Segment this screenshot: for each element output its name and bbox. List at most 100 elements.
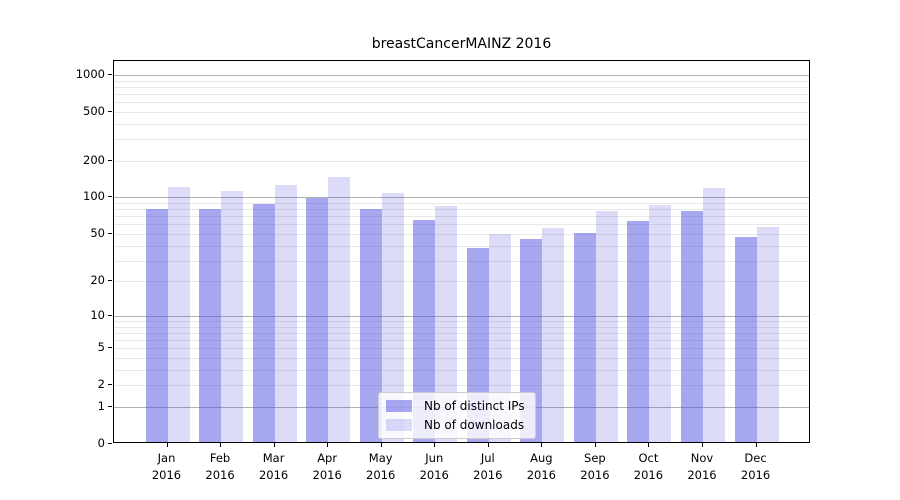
minor-gridline <box>114 321 809 322</box>
legend-swatch-distinct-ips <box>386 400 412 412</box>
minor-gridline <box>114 139 809 141</box>
x-tick <box>220 443 222 447</box>
y-tick <box>108 280 112 282</box>
major-gridline <box>114 197 809 199</box>
y-tick <box>108 384 112 386</box>
chart-title: breastCancerMAINZ 2016 <box>371 36 552 52</box>
bar-downloads <box>756 226 779 442</box>
y-tick-label: 10 <box>90 307 105 322</box>
bar-downloads <box>649 204 672 442</box>
minor-gridline <box>114 93 809 95</box>
bar-downloads <box>488 234 511 442</box>
minor-gridline <box>114 326 809 328</box>
minor-gridline <box>114 260 809 262</box>
bar-distinct-ips <box>681 211 703 442</box>
bar-downloads <box>595 211 618 442</box>
minor-gridline <box>114 209 809 211</box>
y-tick-label: 1 <box>97 398 105 413</box>
minor-gridline <box>114 385 809 387</box>
minor-gridline <box>114 86 809 88</box>
bar-distinct-ips <box>199 209 222 442</box>
x-tick <box>273 443 275 447</box>
y-tick <box>108 443 112 444</box>
y-tick-label: 200 <box>83 152 105 167</box>
legend-label-distinct-ips: Nb of distinct IPs <box>424 399 525 413</box>
x-tick <box>487 443 489 447</box>
minor-gridline <box>114 224 809 226</box>
x-tick-label: Dec 2016 <box>740 451 771 482</box>
minor-gridline <box>114 281 809 283</box>
y-tick-label: 50 <box>90 225 105 240</box>
bar-distinct-ips <box>413 219 436 442</box>
minor-gridline <box>114 111 809 113</box>
x-tick-label: Apr 2016 <box>312 451 342 482</box>
major-gridline <box>114 74 809 76</box>
bar-downloads <box>435 205 458 442</box>
minor-gridline <box>114 216 809 218</box>
x-tick-label: Jan 2016 <box>151 451 182 482</box>
bar-downloads <box>381 192 404 442</box>
y-tick <box>108 159 112 161</box>
x-tick <box>434 443 436 447</box>
major-gridline <box>114 315 809 317</box>
y-tick-label: 2 <box>97 377 105 392</box>
bar-downloads <box>542 227 565 442</box>
x-tick-label: Jun 2016 <box>419 451 449 482</box>
minor-gridline <box>114 369 809 371</box>
minor-gridline <box>114 358 809 360</box>
bar-downloads <box>221 191 244 442</box>
x-tick <box>166 443 168 447</box>
y-tick-label: 100 <box>83 189 105 204</box>
x-tick-label: May 2016 <box>366 451 396 482</box>
bar-distinct-ips <box>627 220 650 442</box>
y-tick <box>108 232 112 234</box>
y-tick-label: 500 <box>83 103 105 118</box>
minor-gridline <box>114 348 809 350</box>
legend: Nb of distinct IPs Nb of downloads <box>378 392 536 439</box>
x-tick <box>594 443 596 447</box>
y-tick <box>108 405 112 407</box>
bar-downloads <box>274 184 297 442</box>
y-tick <box>108 347 112 349</box>
x-tick-label: Oct 2016 <box>633 451 664 482</box>
minor-gridline <box>114 123 809 125</box>
x-tick <box>755 443 757 447</box>
minor-gridline <box>114 80 809 82</box>
bar-distinct-ips <box>252 204 275 442</box>
legend-swatch-downloads <box>386 419 412 431</box>
legend-row: Nb of downloads <box>386 418 525 432</box>
legend-row: Nb of distinct IPs <box>386 399 525 413</box>
minor-gridline <box>114 203 809 205</box>
x-tick <box>702 443 703 447</box>
bar-distinct-ips <box>734 237 757 442</box>
bar-downloads <box>703 188 725 442</box>
bar-distinct-ips <box>573 233 596 442</box>
minor-gridline <box>114 245 809 247</box>
y-tick <box>108 314 112 316</box>
x-tick-label: Aug 2016 <box>526 451 556 482</box>
x-tick-label: Nov 2016 <box>687 451 717 482</box>
y-tick-label: 5 <box>97 340 105 355</box>
bar-distinct-ips <box>306 197 329 442</box>
bar-downloads <box>328 176 351 442</box>
bar-distinct-ips <box>359 209 382 442</box>
x-tick <box>380 443 382 447</box>
x-tick <box>327 443 329 447</box>
minor-gridline <box>114 160 809 162</box>
minor-gridline <box>114 332 809 334</box>
minor-gridline <box>114 233 809 235</box>
x-tick-label: Sep 2016 <box>580 451 610 482</box>
minor-gridline <box>114 102 809 104</box>
y-tick-label: 0 <box>97 436 105 450</box>
y-tick <box>108 110 112 112</box>
y-tick-label: 20 <box>90 273 105 288</box>
bar-downloads <box>167 186 190 442</box>
y-tick <box>108 196 112 198</box>
bar-distinct-ips <box>520 238 543 442</box>
x-tick-label: Jul 2016 <box>473 451 503 482</box>
plot-area <box>113 60 810 443</box>
legend-label-downloads: Nb of downloads <box>424 418 525 432</box>
x-tick-label: Mar 2016 <box>258 451 289 482</box>
x-tick-label: Feb 2016 <box>205 451 235 482</box>
x-tick <box>648 443 650 447</box>
